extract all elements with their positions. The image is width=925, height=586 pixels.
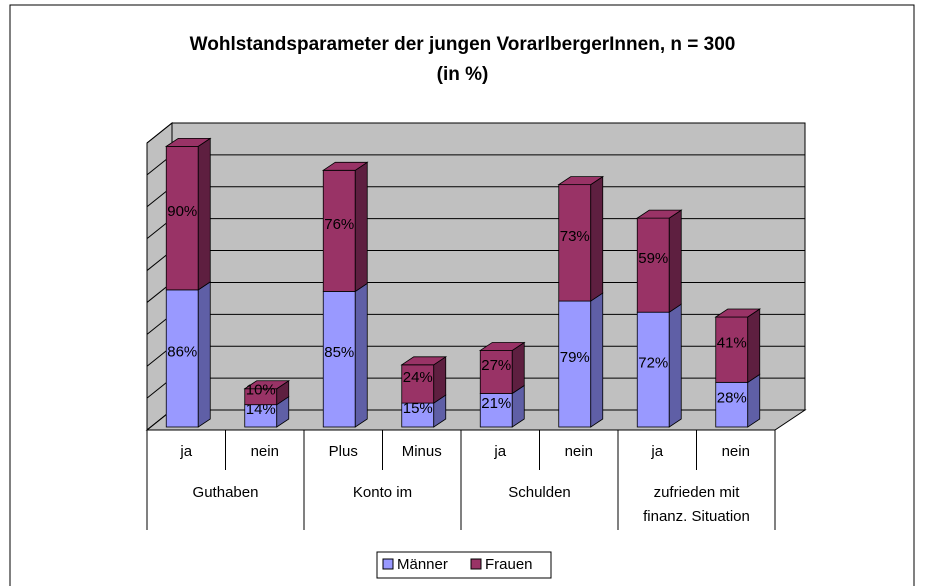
bar-top <box>164 137 212 147</box>
bar-segment <box>322 169 356 292</box>
bar-segment <box>558 300 592 428</box>
data-label: 24% <box>403 369 433 386</box>
bar-segment <box>322 291 356 428</box>
data-label: 21% <box>481 395 511 412</box>
x-group-label: Schulden <box>508 484 571 501</box>
data-label: 86% <box>167 343 197 360</box>
data-label: 85% <box>324 344 354 361</box>
x-tick-label: Plus <box>328 443 358 460</box>
x-tick-label: ja <box>494 443 507 460</box>
bar-top <box>557 176 605 186</box>
x-tick-label: nein <box>721 443 750 460</box>
x-tick-label: ja <box>651 443 664 460</box>
bar-top <box>243 380 291 390</box>
x-group-label: Konto im <box>352 484 413 501</box>
bar-segment <box>715 316 749 383</box>
bar-side <box>590 292 604 428</box>
x-group-label: Guthaben <box>192 484 259 501</box>
data-label: 27% <box>481 357 511 374</box>
bar-top <box>400 356 448 366</box>
legend-label: Frauen <box>485 556 533 573</box>
data-label: 28% <box>717 390 747 407</box>
legend-label: Männer <box>397 556 448 573</box>
bar-segment <box>479 393 513 428</box>
bar-segment <box>165 289 199 428</box>
data-label: 41% <box>717 335 747 352</box>
legend-swatch <box>470 558 482 570</box>
data-label: 76% <box>324 216 354 233</box>
data-label: 90% <box>167 203 197 220</box>
chart-title: Wohlstandsparameter der jungen Vorarlber… <box>189 34 736 85</box>
bar-top <box>714 308 762 318</box>
bar-side <box>354 282 368 428</box>
legend-swatch <box>382 558 394 570</box>
bar-side <box>747 373 761 428</box>
bar-top <box>478 342 526 351</box>
bar-segment <box>401 364 435 404</box>
bar-side <box>197 281 211 428</box>
data-label: 15% <box>403 400 433 417</box>
data-label: 59% <box>638 250 668 267</box>
bar-side <box>354 161 368 293</box>
x-tick-label: Minus <box>401 443 442 460</box>
x-tick-label: nein <box>250 443 279 460</box>
bar-segment <box>715 381 749 428</box>
bar-side <box>668 209 682 313</box>
x-tick-label: nein <box>564 443 593 460</box>
bar-side <box>511 341 525 395</box>
bar-segment <box>165 145 199 291</box>
bar-top <box>635 209 683 219</box>
bar-side <box>668 303 682 428</box>
bar-top <box>321 161 369 171</box>
grid-line <box>146 122 173 144</box>
data-label: 72% <box>638 355 668 372</box>
legend-box <box>376 551 552 579</box>
x-group-label: zufrieden mit finanz. Situation <box>643 484 750 525</box>
bar-segment <box>558 184 592 302</box>
x-tick-label: ja <box>180 443 193 460</box>
bar-side <box>590 175 604 302</box>
data-label: 73% <box>560 228 590 245</box>
data-label: 79% <box>560 349 590 366</box>
bar-side <box>197 137 211 291</box>
bar-side <box>747 308 761 384</box>
data-label: 10% <box>246 382 276 399</box>
